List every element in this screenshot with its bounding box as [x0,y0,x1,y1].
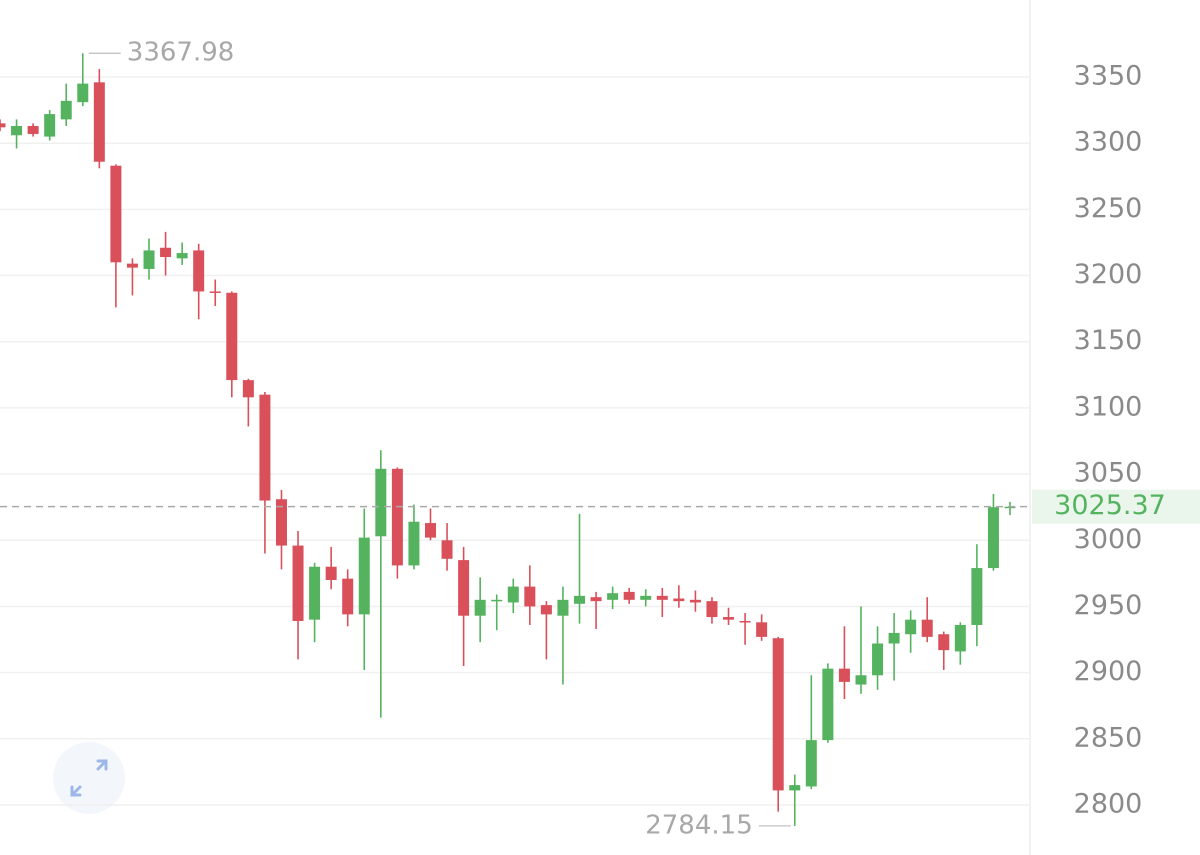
candle-body [44,114,56,137]
candle-body [491,599,503,602]
expand-bg [53,742,125,814]
candle-body [226,292,238,381]
candle-body [424,523,436,538]
candle-body [971,568,983,625]
candle-body [888,632,900,644]
candle-body [160,247,172,258]
candle-body [110,165,122,263]
candle-body [822,668,834,741]
candle-body [838,668,850,682]
candle-body [358,537,370,615]
candle-body [872,643,884,676]
candle-body [673,598,685,602]
expand-icon [70,759,108,797]
candle-body [11,126,23,136]
y-tick-label: 2900 [1074,656,1143,687]
low-label: 2784.15 [645,810,753,840]
candle-body [921,619,933,637]
candle-body [706,601,718,618]
candle-body [689,599,701,603]
candle-body [656,595,668,600]
candle-body [938,634,950,651]
candle-body [855,675,867,685]
candle-body [756,622,768,637]
last-price-label: 3025.37 [1054,490,1166,521]
last-price-box [1032,489,1200,524]
candle-body [342,578,354,615]
candle-body [954,624,966,652]
candle-body [126,263,138,268]
candle-body [77,83,89,103]
candle-body [193,250,205,292]
candle-body [623,591,635,600]
y-tick-label: 3050 [1074,458,1143,489]
candle-body [805,740,817,787]
candle-body [242,380,254,398]
y-tick-label: 2950 [1074,590,1143,621]
candle-body [441,540,453,559]
y-tick-label: 2800 [1074,788,1143,819]
candle-body [723,617,735,620]
candle-body [309,566,321,620]
candle-body [408,521,420,566]
y-tick-label: 3350 [1074,61,1143,92]
candle-body [905,619,917,635]
y-tick-label: 2850 [1074,722,1143,753]
candle-body [325,566,337,580]
candle-body [458,560,470,616]
candle-body [507,586,519,603]
candle-body [209,291,221,293]
y-tick-label: 3000 [1074,524,1143,555]
candle-body [789,785,801,791]
candle-body [292,545,304,621]
candle-body [540,605,552,615]
candle-body [739,621,751,623]
candle-body [987,507,999,569]
candle-body [772,638,784,791]
candle-body [259,394,271,501]
candle-body [574,595,586,604]
high-label: 3367.98 [127,38,235,68]
y-tick-label: 3200 [1074,259,1143,290]
y-tick-label: 3150 [1074,325,1143,356]
candle-body [590,597,602,602]
candle-body [27,126,39,134]
candle-body [524,586,536,607]
candle-body [640,595,652,600]
candle-body [474,599,486,616]
candle-body [143,250,155,269]
candle-body [176,253,188,259]
candle-body [60,100,72,120]
expand-button[interactable] [53,742,125,814]
candle-body [607,593,619,600]
candle-body [391,468,403,566]
y-tick-label: 3100 [1074,391,1143,422]
candle-body [375,468,387,537]
y-tick-label: 3250 [1074,193,1143,224]
candle-body [93,82,105,162]
y-tick-label: 3300 [1074,127,1143,158]
candle-body [0,123,6,128]
candle-body [557,599,569,616]
candle-body [275,499,287,546]
